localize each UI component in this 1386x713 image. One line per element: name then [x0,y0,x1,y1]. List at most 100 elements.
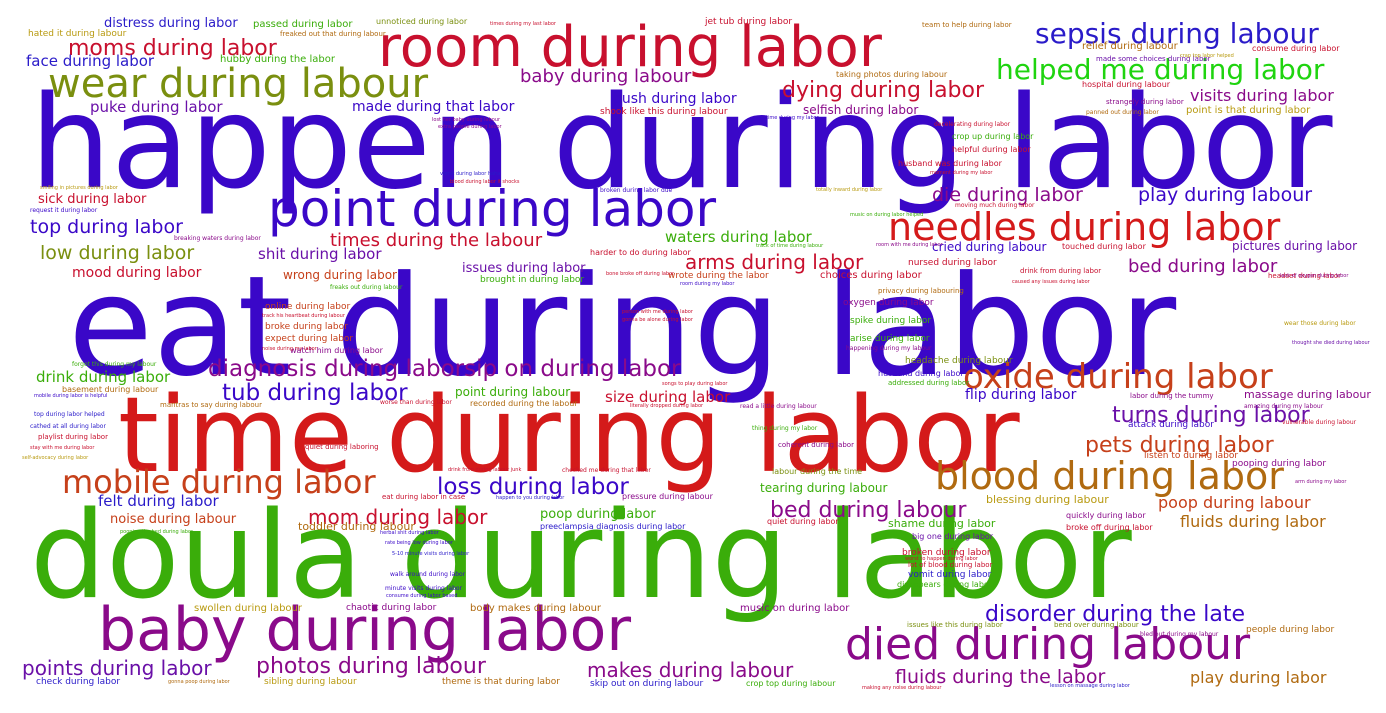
cloud-word: fluids during labor [1180,512,1326,531]
cloud-word: expect during labor [265,334,354,344]
cloud-word: music on during labor helped [850,212,924,218]
cloud-word: preeclampsia diagnosis during labor [540,522,686,531]
cloud-word: pressure during labour [622,492,713,501]
cloud-word: big one during labor [912,532,994,541]
cloud-word: room during labor [378,15,882,80]
cloud-word: body makes during labour [470,603,602,614]
cloud-word: massage during labour [1244,388,1371,401]
cloud-word: eat during labor [68,246,1177,407]
cloud-word: pictures during labor [1232,239,1358,253]
cloud-word: happen during labor [30,69,1333,218]
cloud-word: mantras to say during labour [160,401,262,409]
cloud-word: spike during labor [850,316,932,326]
cloud-word: headset during labor [1268,272,1342,280]
cloud-word: visits during labor [1190,86,1334,105]
cloud-word: points during labor [22,656,212,680]
cloud-word: amazing during my labour [1244,403,1324,410]
cloud-word: selfish during labor [803,103,919,117]
cloud-word: cried during labour [932,240,1047,254]
cloud-word: times during the labour [330,230,543,251]
cloud-word: face during labor [26,52,155,70]
cloud-word: privacy during labouring [878,287,964,295]
cloud-word: caused any issues during labor [1012,279,1090,285]
cloud-word: happening during my labour [846,345,932,352]
cloud-word: point during labour [455,385,571,399]
cloud-word: flip during labor [965,387,1077,403]
cloud-word: theme is that during labor [442,677,560,687]
cloud-word: stay with me during labor [30,445,95,451]
cloud-word: vomit during labor [908,570,992,580]
cloud-word: made during that labor [352,99,515,115]
cloud-word: dying during labor [782,78,985,103]
cloud-word: attack during labor [1128,420,1214,430]
cloud-word: mobile during labor [62,463,376,501]
cloud-word: pooping the bed during labor [120,529,194,535]
cloud-word: times during my last labor [490,21,556,27]
cloud-word: sibling during labour [264,677,357,687]
cloud-word: shit during labor [258,245,382,263]
cloud-word: literally dropped during labor [630,403,704,409]
cloud-word: felt during labor [98,492,219,510]
cloud-word: labor during the tummy [1130,392,1214,400]
cloud-word: turns during labor [1112,403,1310,428]
cloud-word: sepsis during labour [1035,17,1319,50]
cloud-word: moment during my labor [930,170,993,176]
cloud-word: strangely during labor [1106,98,1184,106]
cloud-word: wear those during labor [1284,320,1356,327]
cloud-word: 5-10 minute visits during labor [392,551,470,557]
cloud-word: songs to play during labor [662,381,728,387]
cloud-word: lost her baby during labour [432,117,501,123]
cloud-word: unnoticed during labor [376,17,468,26]
cloud-word: shook like this during labour [600,107,728,117]
cloud-word: worse than during labor [380,399,452,406]
cloud-word: disappears during labour [897,580,998,589]
cloud-word: loss during labor [437,474,629,500]
cloud-word: lesson on massage during labor [1050,683,1130,689]
cloud-word: waters during labor [665,228,812,246]
cloud-word: drink during labor [36,368,171,386]
cloud-word: drink from during labour junk [448,467,522,473]
cloud-word: minute visits during labor [385,585,463,592]
cloud-word: lack of oxygen during labor [1280,273,1349,279]
cloud-word: hated it during labour [28,29,127,39]
cloud-word: track of time during labour [756,243,824,249]
cloud-word: baby during labor [98,595,632,665]
cloud-word: music on during labor [740,603,850,614]
cloud-word: hubby during the labor [220,54,335,65]
cloud-word: point is that during labor [1186,105,1311,116]
cloud-word: play during labour [1138,184,1313,206]
cloud-word: broke during labor [265,322,348,332]
cloud-word: breaking waters during labor [174,235,261,242]
cloud-word: gonna be alone during labor [622,317,693,323]
cloud-word: bone broke off during labor [606,271,675,277]
cloud-word: decelerating during labor [934,121,1011,128]
cloud-word: room during my labor [680,281,735,287]
cloud-word: quiet during laboring [305,443,379,451]
cloud-word: broke off during labor [1066,523,1153,532]
cloud-word: blood during labor it shocks [450,179,520,185]
cloud-word: passed during labor [253,19,353,30]
cloud-word: vomit during labor haha [440,171,501,177]
cloud-word: gonna poop during labor [168,679,230,685]
cloud-word: choices during labor [820,270,922,281]
cloud-word: baby during labour [520,66,692,87]
cloud-word: drink from during labor [1020,267,1102,275]
cloud-word: top during labor helped [34,411,105,418]
cloud-word: die during labor [932,184,1083,206]
cloud-word: husband during labor [878,369,964,378]
cloud-word: walk around during labor [390,571,466,578]
cloud-word: broken during labor [902,548,991,558]
cloud-word: point during labor [268,180,717,238]
cloud-word: bend over during labour [1054,621,1139,629]
cloud-word: online during labor [265,302,351,312]
cloud-word: recorded during the labour [470,399,578,408]
cloud-word: skip out on during labour [590,679,704,689]
cloud-word: oxide during labor [963,357,1273,397]
cloud-word: doula during labor [30,487,1132,626]
cloud-word: disorder during the late [985,602,1246,627]
cloud-word: moms during labor [68,36,277,61]
cloud-word: husband was during labor [898,159,1002,168]
cloud-word: consume during labor based [386,593,458,599]
cloud-word: broken during labor due [600,187,673,194]
